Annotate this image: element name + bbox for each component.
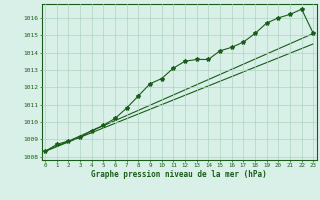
X-axis label: Graphe pression niveau de la mer (hPa): Graphe pression niveau de la mer (hPa) [91,170,267,179]
